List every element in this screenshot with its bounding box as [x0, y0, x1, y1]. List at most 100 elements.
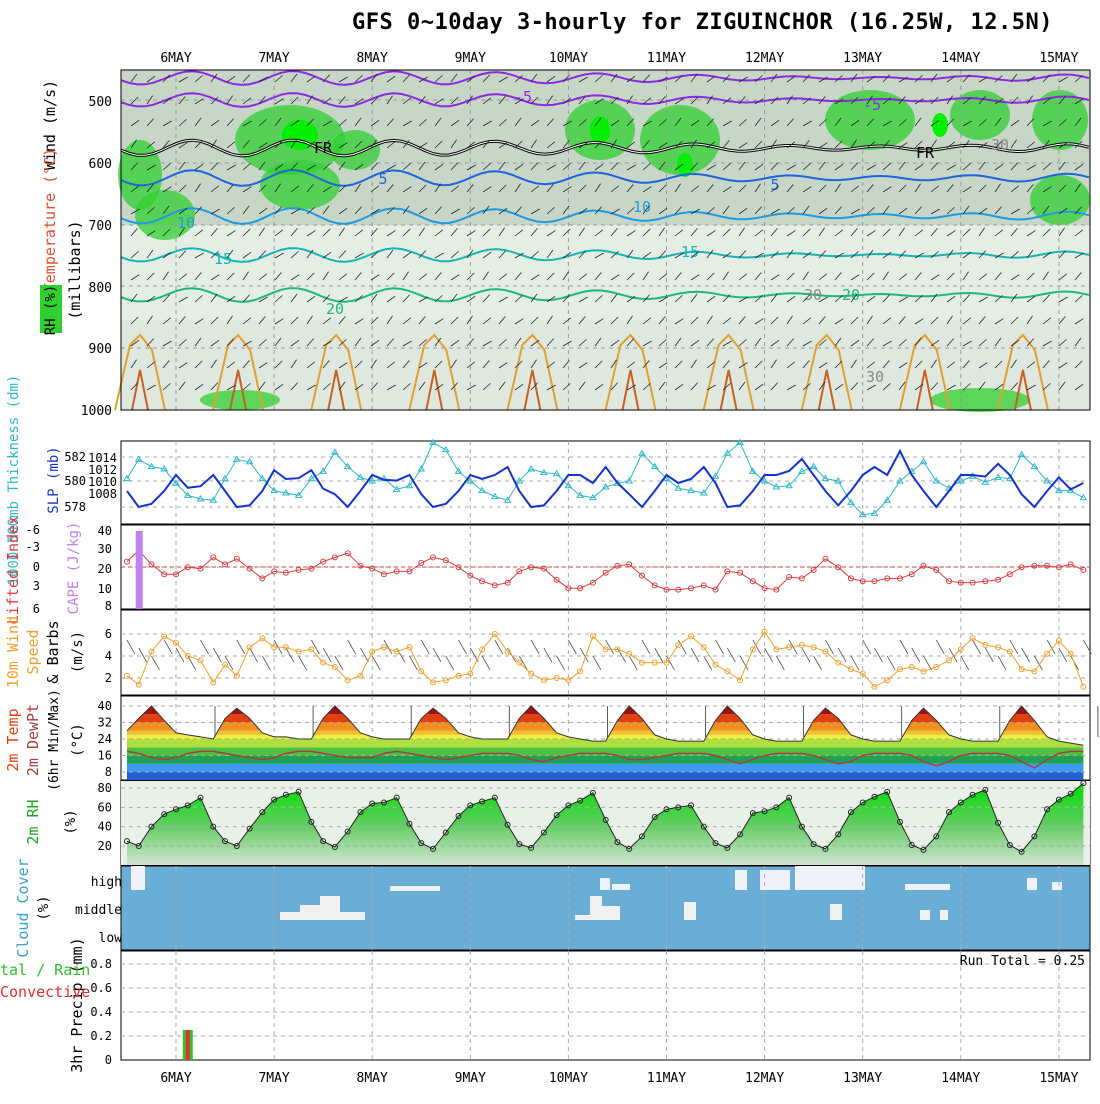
precip-panel [120, 950, 1091, 1061]
data-point [430, 845, 437, 852]
wind-barb [194, 206, 203, 215]
data-point [282, 569, 289, 576]
wind-barb [562, 251, 572, 259]
wind-barb [514, 337, 522, 347]
wind-barb [946, 338, 955, 347]
wind-barb [1058, 296, 1068, 303]
wind-barb [466, 361, 476, 369]
wind-barb [1026, 207, 1035, 215]
data-point [282, 791, 289, 798]
wind-barb [162, 140, 170, 149]
wind-barb [578, 250, 587, 259]
data-point [908, 664, 915, 670]
wind-barb [498, 184, 507, 193]
wind-barb [466, 315, 473, 325]
wind-barb [626, 75, 636, 83]
wind-barb [178, 381, 186, 391]
wind-barb [418, 96, 426, 105]
data-point [1079, 493, 1088, 501]
data-point [760, 477, 769, 484]
wind-barb [146, 75, 156, 83]
wind-barb [802, 340, 812, 347]
data-point [148, 823, 155, 830]
data-point [675, 804, 682, 811]
data-point [380, 799, 387, 806]
wind-barb [850, 162, 859, 171]
wind-barb [130, 359, 137, 369]
wind-barb [146, 230, 156, 237]
wind-barb [818, 76, 828, 83]
wind-barb [1058, 362, 1068, 369]
wind-barb [1026, 249, 1034, 259]
wind-barb [978, 273, 988, 281]
wind-barb [466, 75, 476, 83]
wind-barb [898, 119, 907, 127]
wind-barb [130, 162, 139, 171]
wind-barb [594, 295, 603, 303]
wind-barb [690, 339, 700, 347]
data-point [504, 579, 511, 586]
wind-barb [466, 384, 476, 391]
wind-barb [338, 76, 348, 83]
wind-barb [434, 183, 441, 193]
data-point [847, 575, 854, 582]
wind-barb [482, 228, 491, 237]
y-tick-label: 0 [105, 1053, 112, 1067]
wind-barb [482, 140, 490, 149]
wind-barb [578, 184, 587, 193]
wind-barb [434, 98, 444, 105]
data-point [282, 644, 289, 651]
wind-barb [866, 338, 875, 347]
wind-barb [850, 359, 857, 369]
wind-barb [151, 655, 160, 671]
top-date-label: 6MAY [160, 51, 191, 66]
wind-barb [703, 655, 713, 671]
wind-barb [862, 639, 872, 655]
contour-line [1013, 369, 1032, 411]
wind-barb [466, 118, 475, 127]
wind-barb [923, 655, 932, 671]
wind-barb [530, 293, 538, 303]
wind-barb [130, 382, 139, 391]
wind-barb [754, 183, 761, 193]
wind-barb [432, 647, 442, 663]
wind-barb [754, 383, 764, 391]
wind-barb [834, 229, 844, 237]
data-point [172, 479, 180, 486]
wind-barb [290, 339, 300, 347]
rh-band [121, 225, 1090, 320]
wind-barb [450, 316, 459, 325]
data-point [173, 571, 179, 578]
wind-barb [706, 315, 713, 325]
wind-barb [594, 252, 604, 259]
wind-barb [658, 381, 666, 391]
wind-barb [834, 75, 843, 83]
wind-barb [754, 318, 764, 325]
y-tick-label: 0.6 [90, 981, 112, 995]
wind-barb [770, 316, 779, 325]
wind-barb [962, 317, 972, 325]
wind-barb [834, 140, 843, 149]
data-point [614, 839, 621, 846]
data-point [491, 582, 498, 589]
wind-barb [994, 360, 1003, 369]
data-point [675, 586, 682, 593]
rh-high-area [260, 160, 340, 210]
wind-barb [825, 639, 834, 655]
data-point [343, 462, 352, 470]
wind-barb [690, 185, 700, 193]
contour-line [915, 369, 934, 411]
wind-barb [338, 339, 347, 347]
wind-barb [546, 75, 556, 83]
wind-barb [543, 647, 553, 663]
wind-barb [802, 228, 811, 237]
wind-barb [562, 186, 572, 193]
page-title: GFS 0~10day 3-hourly for ZIGUINCHOR (16.… [352, 10, 1054, 35]
data-point [995, 576, 1002, 583]
wind-barb [354, 229, 364, 237]
wind-barb [754, 163, 764, 171]
contour-line [506, 333, 559, 411]
wind-barb [802, 140, 810, 149]
wind-barb [1042, 186, 1052, 193]
wind-barb [306, 272, 315, 281]
